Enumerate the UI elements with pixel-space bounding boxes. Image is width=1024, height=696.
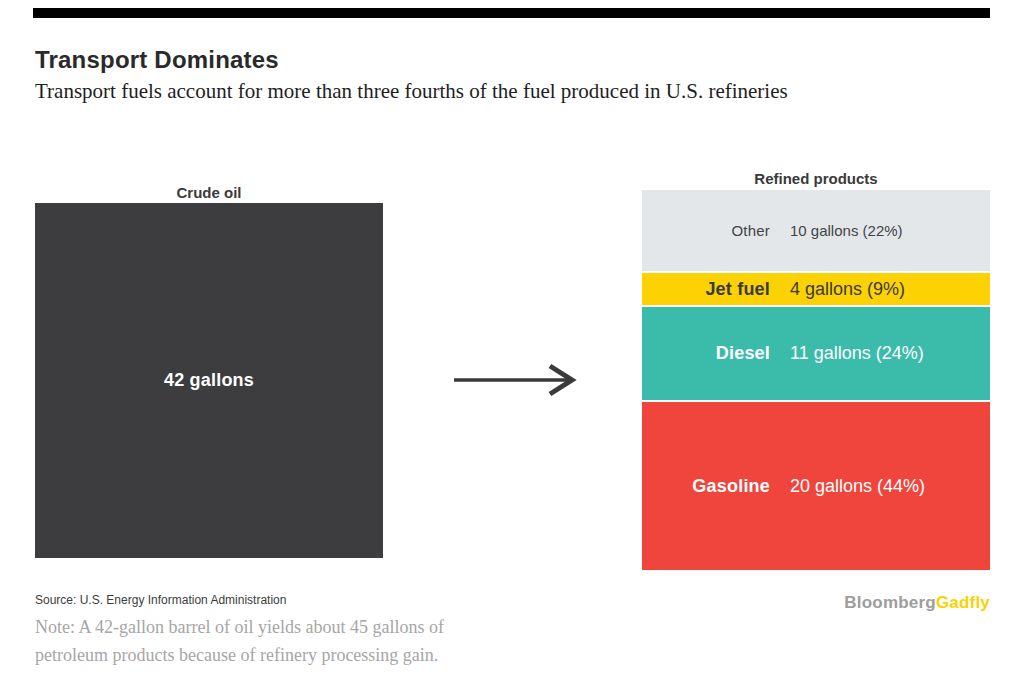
segment-gasoline-label: Gasoline [642, 476, 770, 497]
segment-diesel-value: 11 gallons (24%) [790, 343, 924, 364]
segment-jet-fuel-value: 4 gallons (9%) [790, 279, 905, 300]
top-accent-bar [33, 8, 990, 18]
refined-products-column-label: Refined products [642, 170, 990, 187]
flow-arrow-icon [452, 359, 577, 401]
segment-gasoline: Gasoline 20 gallons (44%) [642, 402, 990, 570]
chart-canvas: Transport Dominates Transport fuels acco… [0, 0, 1024, 696]
segment-diesel: Diesel 11 gallons (24%) [642, 307, 990, 400]
segment-jet-fuel: Jet fuel 4 gallons (9%) [642, 273, 990, 305]
segment-other-value: 10 gallons (22%) [790, 222, 903, 239]
footnote: Note: A 42-gallon barrel of oil yields a… [35, 613, 444, 669]
segment-gasoline-value: 20 gallons (44%) [790, 476, 925, 497]
segment-jet-fuel-label: Jet fuel [642, 279, 770, 300]
refined-products-stacked-bar: Other 10 gallons (22%) Jet fuel 4 gallon… [642, 190, 990, 570]
page-subtitle: Transport fuels account for more than th… [35, 79, 788, 104]
crude-oil-column-label: Crude oil [35, 184, 383, 201]
crude-oil-block: 42 gallons [35, 203, 383, 558]
footnote-line-1: Note: A 42-gallon barrel of oil yields a… [35, 617, 444, 637]
segment-other-label: Other [642, 222, 770, 239]
segment-diesel-label: Diesel [642, 343, 770, 364]
logo-gadfly-text: Gadfly [936, 593, 990, 612]
logo-bloomberg-text: Bloomberg [844, 593, 936, 612]
bloomberg-gadfly-logo: BloombergGadfly [844, 593, 990, 613]
page-title: Transport Dominates [35, 46, 279, 74]
segment-other: Other 10 gallons (22%) [642, 190, 990, 271]
footnote-line-2: petroleum products because of refinery p… [35, 645, 438, 665]
source-credit: Source: U.S. Energy Information Administ… [35, 593, 286, 607]
crude-oil-value: 42 gallons [164, 370, 254, 391]
